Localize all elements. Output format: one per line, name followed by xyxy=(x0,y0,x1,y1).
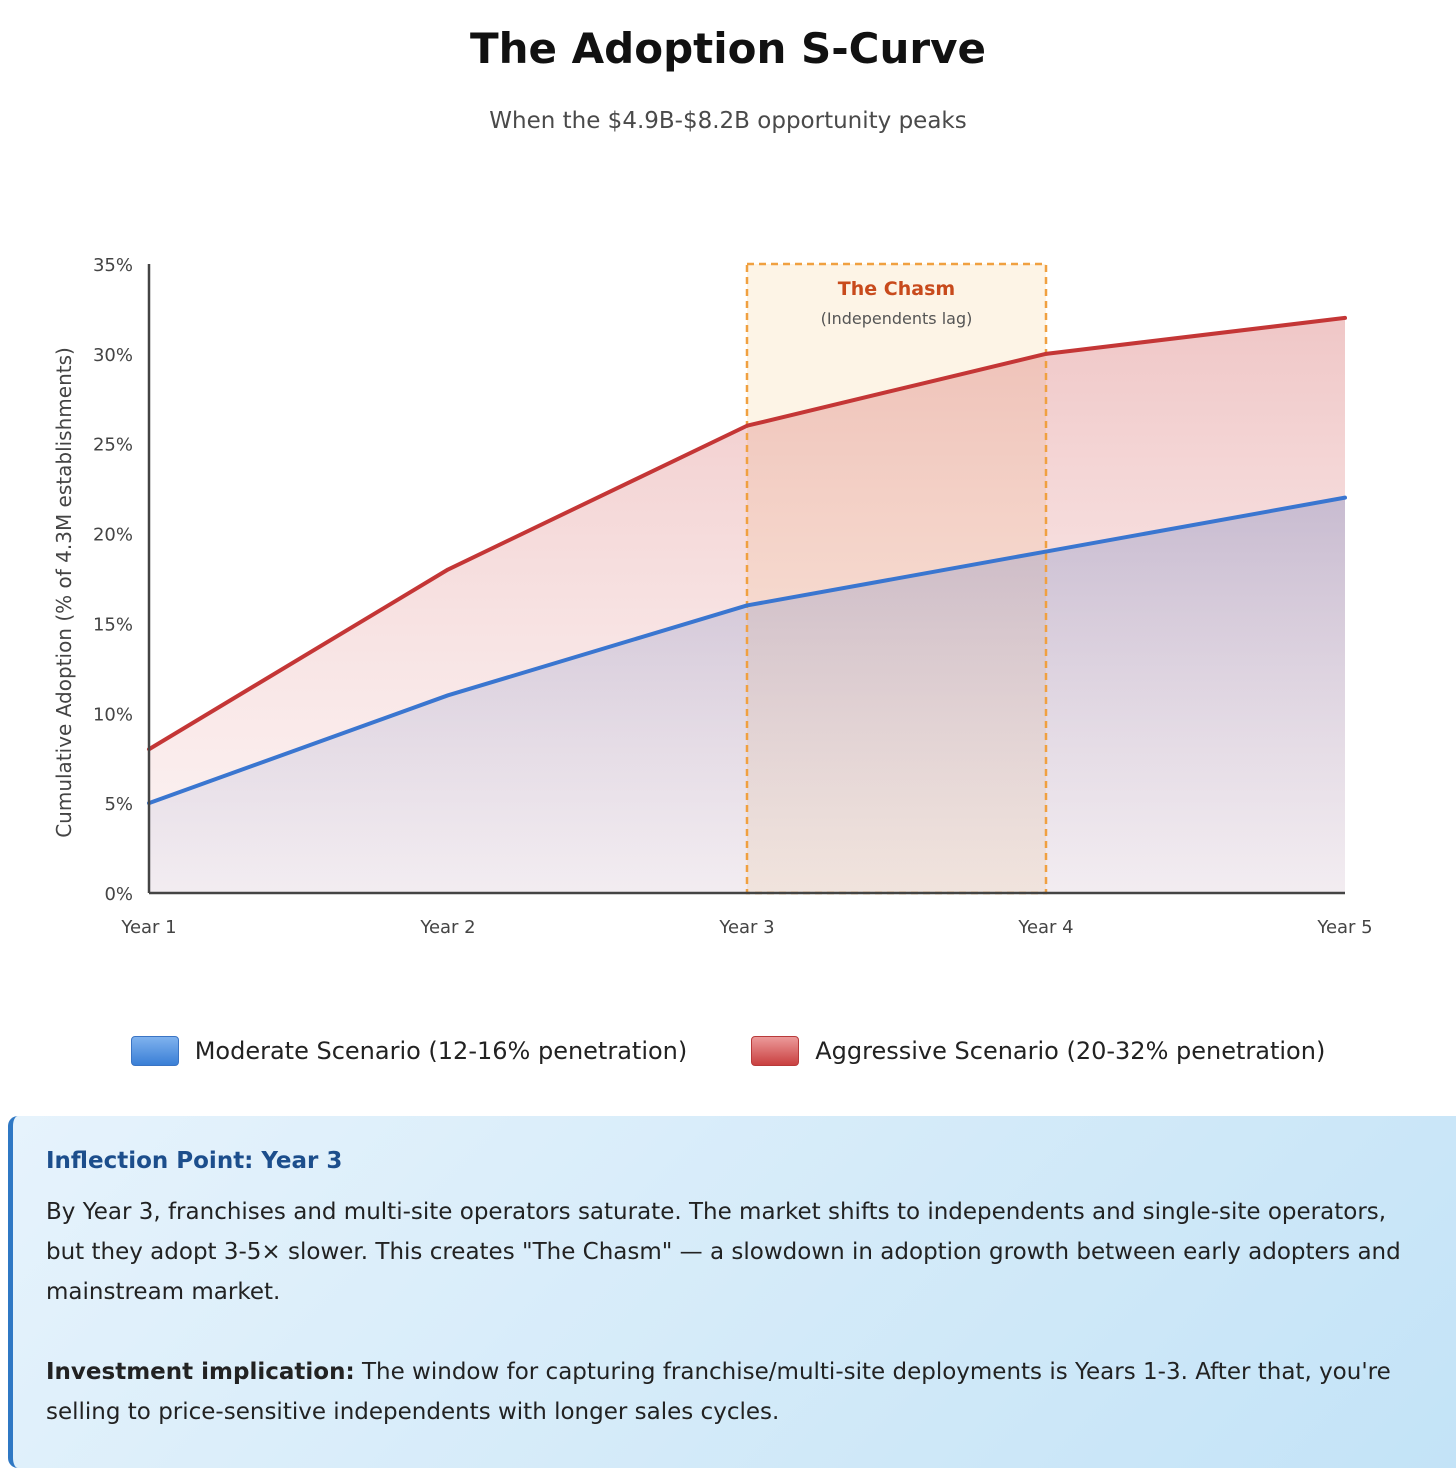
insight-body: By Year 3, franchises and multi-site ope… xyxy=(46,1199,1401,1305)
y-tick-label: 30% xyxy=(93,345,133,366)
insight-heading: Inflection Point: Year 3 xyxy=(46,1148,343,1174)
x-tick-label: Year 2 xyxy=(419,917,475,938)
y-tick-label: 0% xyxy=(104,884,133,905)
legend-swatch-moderate xyxy=(130,1036,179,1066)
y-tick-label: 35% xyxy=(93,255,133,276)
y-axis-title: Cumulative Adoption (% of 4.3M establish… xyxy=(52,347,76,838)
implication-label: Investment implication: xyxy=(46,1359,355,1385)
chasm-label: The Chasm xyxy=(838,278,955,300)
y-tick-label: 5% xyxy=(104,794,133,815)
adoption-chart: The Chasm (Independents lag) 0% 5% 10% 15% 20… xyxy=(52,255,1373,938)
chasm-sublabel: (Independents lag) xyxy=(821,309,973,328)
x-tick-label: Year 4 xyxy=(1017,917,1073,938)
insight-callout: Inflection Point: Year 3 By Year 3, fran… xyxy=(8,1116,1456,1468)
y-tick-label: 15% xyxy=(93,614,133,635)
legend-item-moderate[interactable]: Moderate Scenario (12-16% penetration) xyxy=(130,1036,688,1066)
y-tick-label: 10% xyxy=(93,704,133,725)
legend-label-moderate: Moderate Scenario (12-16% penetration) xyxy=(194,1037,688,1065)
legend-item-aggressive[interactable]: Aggressive Scenario (20-32% penetration) xyxy=(751,1036,1325,1066)
legend-swatch-aggressive xyxy=(751,1036,800,1066)
y-tick-label: 20% xyxy=(93,525,133,546)
x-tick-label: Year 3 xyxy=(718,917,774,938)
y-tick-label: 25% xyxy=(93,435,133,456)
aggressive-line xyxy=(147,315,1347,752)
chart-legend: Moderate Scenario (12-16% penetration) A… xyxy=(0,1036,1456,1066)
insight-implication: Investment implication: The window for c… xyxy=(46,1352,1426,1432)
implication-text: The window for capturing franchise/multi… xyxy=(46,1359,1391,1425)
legend-label-aggressive: Aggressive Scenario (20-32% penetration) xyxy=(815,1037,1326,1065)
chasm-border xyxy=(745,262,1048,895)
chart-subtitle: When the $4.9B-$8.2B opportunity peaks xyxy=(489,108,967,134)
moderate-line xyxy=(147,495,1347,806)
x-tick-label: Year 5 xyxy=(1316,917,1372,938)
chart-title: The Adoption S-Curve xyxy=(470,24,986,73)
x-tick-label: Year 1 xyxy=(120,917,176,938)
